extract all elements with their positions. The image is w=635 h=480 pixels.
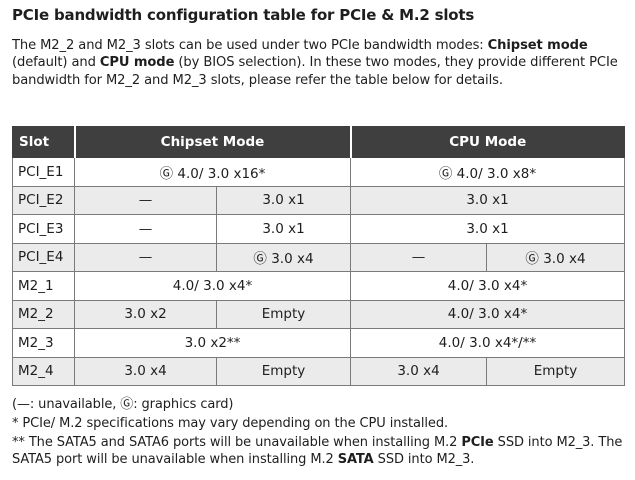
note2-text-1: ** The SATA5 and SATA6 ports will be una…: [12, 435, 462, 450]
cpu-cell-b: Ⓖ 3.0 x4: [486, 242, 625, 272]
note2-text-2: SSD into M2_3. The SATA5 port will be un…: [12, 435, 623, 467]
footnote-double-asterisk: ** The SATA5 and SATA6 ports will be una…: [12, 434, 627, 468]
header-slot: Slot: [12, 126, 75, 158]
slot-cell: M2_1: [12, 271, 75, 301]
table-row: M2_1 4.0/ 3.0 x4* 4.0/ 3.0 x4*: [12, 271, 625, 301]
cpu-cell-a: 3.0 x4: [350, 356, 487, 386]
chipset-cell-b: Empty: [216, 299, 351, 329]
cpu-cell: 4.0/ 3.0 x4*: [350, 271, 625, 301]
page-title: PCIe bandwidth configuration table for P…: [12, 6, 475, 24]
table-row: M2_2 3.0 x2 Empty 4.0/ 3.0 x4*: [12, 299, 625, 329]
cpu-cell-a: —: [350, 242, 487, 272]
cpu-cell: 3.0 x1: [350, 185, 625, 215]
header-cpu-mode: CPU Mode: [349, 126, 625, 158]
slot-cell: PCI_E3: [12, 214, 75, 244]
table-row: PCI_E1 Ⓖ 4.0/ 3.0 x16* Ⓖ 4.0/ 3.0 x8*: [12, 157, 625, 187]
chipset-cell-b: Empty: [216, 356, 351, 386]
intro-cpu-mode: CPU mode: [99, 55, 175, 71]
slot-cell: M2_4: [12, 356, 75, 386]
chipset-cell-a: —: [74, 242, 217, 272]
chipset-cell-b: 3.0 x1: [216, 185, 351, 215]
slot-cell: PCI_E2: [12, 185, 75, 215]
chipset-cell-b: 3.0 x1: [216, 214, 351, 244]
footnote-single-asterisk: * PCIe/ M.2 specifications may vary depe…: [12, 416, 448, 431]
intro-paragraph: The M2_2 and M2_3 slots can be used unde…: [12, 37, 624, 89]
table-row: PCI_E4 — Ⓖ 3.0 x4 — Ⓖ 3.0 x4: [12, 242, 625, 272]
chipset-cell: 3.0 x2**: [74, 328, 351, 358]
header-chipset-mode: Chipset Mode: [73, 126, 351, 158]
note2-pcie: PCIe: [461, 435, 494, 450]
slot-cell: PCI_E4: [12, 242, 75, 272]
chipset-cell-a: —: [74, 185, 217, 215]
cpu-cell-b: Empty: [486, 356, 625, 386]
footnotes: (—: unavailable, Ⓖ: graphics card) * PCI…: [12, 395, 627, 468]
note2-sata: SATA: [337, 452, 374, 467]
cpu-cell: 4.0/ 3.0 x4*/**: [350, 328, 625, 358]
table-row: PCI_E3 — 3.0 x1 3.0 x1: [12, 214, 625, 244]
cpu-cell: 3.0 x1: [350, 214, 625, 244]
intro-text-2: (default) and: [12, 55, 100, 71]
table-row: PCI_E2 — 3.0 x1 3.0 x1: [12, 185, 625, 215]
cpu-cell: 4.0/ 3.0 x4*: [350, 299, 625, 329]
pcie-bandwidth-table: Slot Chipset Mode CPU Mode PCI_E1 Ⓖ 4.0/…: [12, 126, 625, 386]
cpu-cell: Ⓖ 4.0/ 3.0 x8*: [350, 157, 625, 187]
chipset-cell-a: 3.0 x2: [74, 299, 217, 329]
intro-text-1: The M2_2 and M2_3 slots can be used unde…: [12, 38, 488, 53]
slot-cell: M2_3: [12, 328, 75, 358]
chipset-cell: Ⓖ 4.0/ 3.0 x16*: [74, 157, 351, 187]
slot-cell: M2_2: [12, 299, 75, 329]
table-row: M2_4 3.0 x4 Empty 3.0 x4 Empty: [12, 356, 625, 386]
chipset-cell-b: Ⓖ 3.0 x4: [216, 242, 351, 272]
chipset-cell-a: —: [74, 214, 217, 244]
legend-note: (—: unavailable, Ⓖ: graphics card): [12, 397, 234, 412]
intro-chipset-mode: Chipset mode: [487, 38, 588, 53]
intro-text-3: (by BIOS selection). In these two modes,…: [12, 55, 618, 88]
note2-text-3: SSD into M2_3.: [373, 452, 475, 467]
slot-cell: PCI_E1: [12, 157, 75, 187]
chipset-cell: 4.0/ 3.0 x4*: [74, 271, 351, 301]
table-row: M2_3 3.0 x2** 4.0/ 3.0 x4*/**: [12, 328, 625, 358]
table-header-row: Slot Chipset Mode CPU Mode: [12, 126, 625, 158]
chipset-cell-a: 3.0 x4: [74, 356, 217, 386]
